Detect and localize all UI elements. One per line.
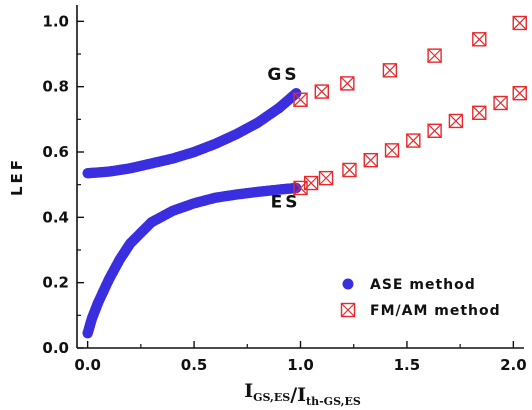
data-point (448, 113, 464, 129)
x-tick-label: 2.0 (500, 356, 527, 374)
data-point (384, 143, 400, 158)
x-label-subscript: GS,ES (253, 391, 290, 404)
data-point (472, 105, 487, 121)
y-tick-label: 0.8 (42, 78, 69, 96)
legend-label-fm: FM/AM method (370, 303, 501, 319)
data-point (472, 32, 487, 47)
x-tick-label: 0.5 (181, 356, 208, 374)
y-tick-label: 0.2 (42, 274, 69, 292)
annotation-gs: GS (267, 65, 299, 85)
data-point (512, 15, 527, 31)
x-axis-ticks: 0.0 0.5 1.0 1.5 2.0 (74, 341, 527, 374)
x-label-part: I (244, 380, 253, 402)
x-tick-label: 1.5 (394, 356, 421, 374)
data-series (82, 15, 527, 339)
data-point (314, 84, 329, 99)
curve-upper (293, 15, 527, 107)
x-label-part: /I (290, 384, 306, 406)
y-tick-label: 0.6 (42, 143, 69, 161)
series-ase-method (82, 88, 302, 339)
data-point (318, 170, 334, 186)
data-point (406, 133, 421, 148)
data-point (340, 76, 355, 91)
annotation-es: ES (271, 193, 301, 213)
y-axis-label: LEF (8, 157, 26, 196)
data-point (427, 48, 442, 63)
data-point (382, 63, 398, 78)
axes (76, 5, 524, 349)
series-fm-am-method (293, 15, 527, 196)
data-point (512, 85, 527, 101)
x-tick-label: 0.0 (74, 356, 101, 374)
curve-es (82, 182, 302, 339)
legend-label-ase: ASE method (370, 277, 476, 293)
y-tick-label: 0.0 (42, 339, 69, 357)
data-point (363, 152, 378, 168)
legend-marker-fm (340, 302, 356, 318)
curve-lower (293, 85, 527, 196)
x-tick-label: 1.0 (287, 356, 314, 374)
y-tick-label: 0.4 (42, 208, 69, 226)
x-axis-label: IGS,ES/Ith-GS,ES (244, 380, 361, 408)
y-axis-ticks: 0.0 0.2 0.4 0.6 0.8 1.0 (42, 12, 84, 357)
legend-marker-ase (342, 278, 354, 290)
y-tick-label: 1.0 (42, 12, 69, 30)
x-label-subscript: th-GS,ES (306, 395, 361, 408)
data-point (493, 95, 508, 111)
data-point (293, 92, 308, 107)
data-point (303, 175, 319, 191)
data-point (342, 162, 357, 178)
data-point (427, 123, 442, 138)
legend: ASE method FM/AM method (340, 277, 501, 319)
annotations: GS ES (267, 65, 301, 213)
curve-gs (82, 88, 302, 179)
